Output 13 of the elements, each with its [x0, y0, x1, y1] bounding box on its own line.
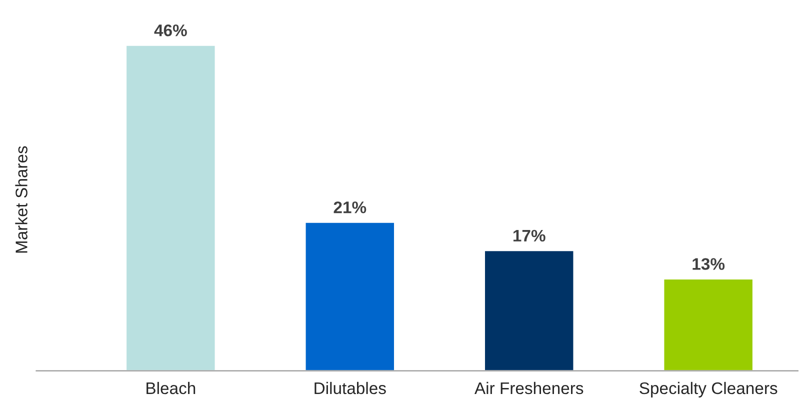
- bar: [662, 278, 754, 371]
- x-tick-label: Bleach: [146, 382, 196, 394]
- data-label: 46%: [154, 24, 187, 36]
- bar: [125, 44, 216, 371]
- x-tick-label: Specialty Cleaners: [640, 382, 778, 398]
- bar: [304, 221, 396, 371]
- y-axis-title: Market Shares: [15, 146, 28, 253]
- x-tick-label: Air Fresheners: [474, 382, 584, 394]
- data-label: 17%: [513, 230, 546, 242]
- data-label: 21%: [334, 201, 366, 214]
- x-tick-label: Dilutables: [314, 382, 386, 394]
- data-label: 13%: [692, 258, 725, 270]
- bar: [484, 250, 575, 371]
